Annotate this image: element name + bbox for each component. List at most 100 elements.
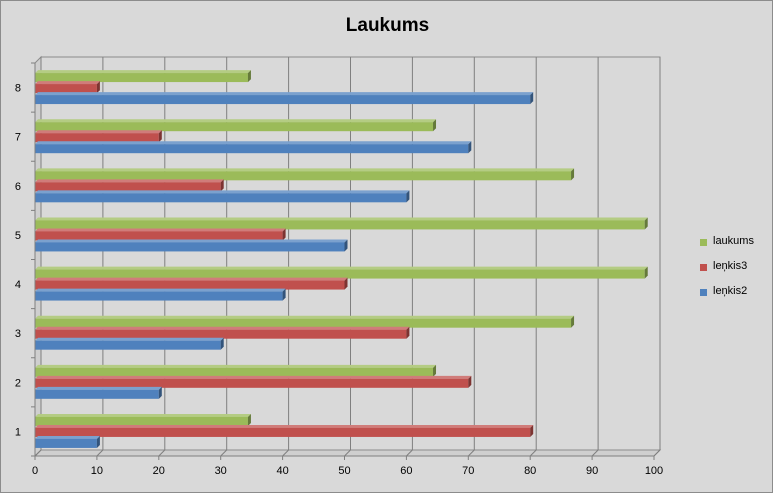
- bar: [35, 95, 531, 105]
- bar-end-face: [96, 435, 100, 448]
- bar: [35, 291, 283, 301]
- bar-end-face: [406, 190, 410, 203]
- bar-top-face: [35, 168, 575, 172]
- bar: [35, 427, 531, 437]
- bar-top-face: [35, 277, 348, 281]
- legend-swatch: [700, 289, 707, 296]
- x-tick-label: 50: [338, 465, 350, 477]
- bar-top-face: [35, 315, 575, 319]
- x-tick-label: 100: [645, 465, 663, 477]
- chart-title: Laukums: [345, 15, 430, 36]
- gridline-floor: [158, 449, 166, 457]
- bar-end-face: [406, 326, 410, 339]
- bar-top-face: [35, 228, 286, 232]
- bar-end-face: [571, 168, 575, 181]
- bar: [35, 416, 248, 426]
- x-tick-label: 80: [524, 465, 536, 477]
- bar-top-face: [35, 92, 534, 96]
- bar: [35, 242, 345, 252]
- bar-end-face: [571, 315, 575, 328]
- bar: [35, 144, 469, 154]
- bar: [35, 269, 645, 279]
- bar: [35, 329, 407, 339]
- y-tick-label: 5: [15, 230, 21, 242]
- bar-end-face: [644, 217, 648, 230]
- bar-end-face: [344, 239, 348, 252]
- bar: [35, 84, 97, 94]
- bar-end-face: [96, 81, 100, 94]
- bar-end-face: [468, 375, 472, 388]
- y-tick-label: 7: [15, 132, 21, 144]
- bar-end-face: [247, 70, 251, 83]
- bar-end-face: [530, 92, 534, 105]
- bar: [35, 122, 434, 132]
- bar: [35, 280, 345, 290]
- bar-top-face: [35, 326, 410, 330]
- bar-top-face: [35, 190, 410, 194]
- bar: [35, 318, 572, 328]
- bar-end-face: [433, 364, 437, 377]
- bar-end-face: [220, 179, 224, 192]
- y-tick-label: 1: [15, 426, 21, 438]
- y-tick-label: 6: [15, 181, 21, 193]
- bar-top-face: [35, 81, 100, 85]
- legend-item: laukums: [700, 234, 770, 259]
- bar-top-face: [35, 435, 100, 439]
- bar-end-face: [433, 119, 437, 132]
- bar: [35, 231, 283, 241]
- bar-top-face: [35, 337, 224, 341]
- gridline-floor: [467, 449, 475, 457]
- gridline-floor: [653, 449, 661, 457]
- gridline-floor: [34, 449, 42, 457]
- x-tick-label: 40: [276, 465, 288, 477]
- x-tick-label: 30: [215, 465, 227, 477]
- bar-top-face: [35, 413, 251, 417]
- gridline-floor: [344, 449, 351, 457]
- bar: [35, 340, 221, 350]
- bar: [35, 389, 159, 399]
- y-tick-label: 2: [15, 377, 21, 389]
- bar: [35, 193, 407, 203]
- bar-top-face: [35, 364, 437, 368]
- bar-top-face: [35, 266, 648, 270]
- gridline-floor: [282, 449, 289, 457]
- bar: [35, 367, 434, 377]
- legend-swatch: [700, 264, 707, 271]
- bar-top-face: [35, 179, 224, 183]
- bar: [35, 73, 248, 83]
- x-tick-label: 10: [91, 465, 103, 477]
- legend-label: laukums: [713, 235, 754, 247]
- gridline-floor: [529, 449, 537, 457]
- gridline-floor: [591, 449, 599, 457]
- bar-top-face: [35, 70, 251, 74]
- gridline-floor: [406, 449, 413, 457]
- bar-top-face: [35, 424, 534, 428]
- y-tick-label: 8: [15, 83, 21, 95]
- x-tick-label: 60: [400, 465, 412, 477]
- bar-end-face: [282, 288, 286, 301]
- bar-end-face: [644, 266, 648, 279]
- bar-top-face: [35, 141, 472, 145]
- legend: laukums leņkis3 leņkis2: [700, 234, 770, 309]
- legend-label: leņkis2: [713, 285, 748, 297]
- gridline-floor: [96, 449, 104, 457]
- bar-top-face: [35, 119, 437, 123]
- bar-end-face: [344, 277, 348, 290]
- bar-end-face: [247, 413, 251, 426]
- bar-end-face: [220, 337, 224, 350]
- x-tick-label: 0: [32, 465, 38, 477]
- x-tick-label: 20: [153, 465, 165, 477]
- x-tick-label: 70: [462, 465, 474, 477]
- gridline-floor: [220, 449, 228, 457]
- bar-top-face: [35, 130, 162, 134]
- bar-end-face: [158, 130, 162, 143]
- y-tick-label: 4: [15, 279, 21, 291]
- bar: [35, 378, 469, 388]
- bar: [35, 171, 572, 181]
- bar-top-face: [35, 217, 648, 221]
- bar-top-face: [35, 375, 472, 379]
- bar-top-face: [35, 239, 348, 243]
- bar-end-face: [282, 228, 286, 241]
